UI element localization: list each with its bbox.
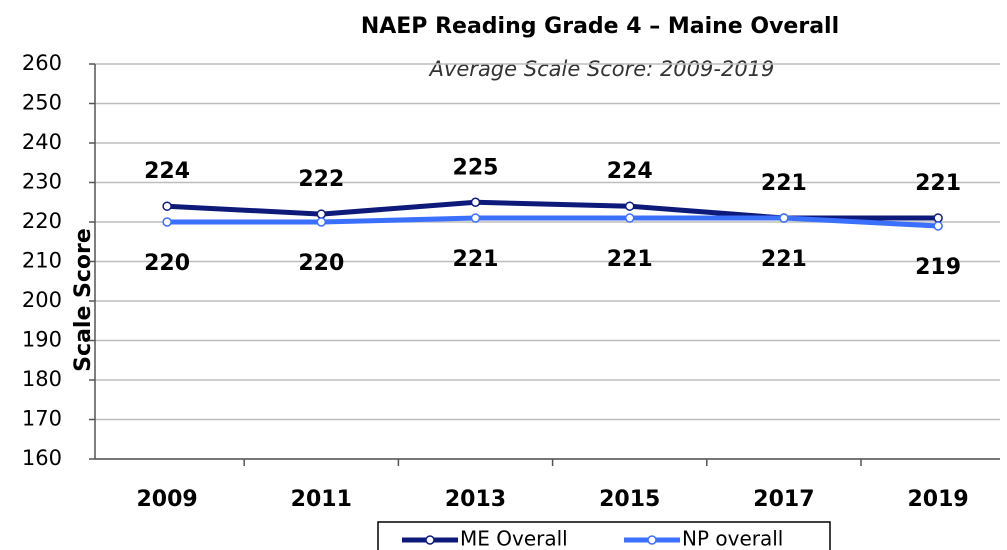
data-label: 221: [607, 247, 653, 272]
y-tick-label: 170: [22, 407, 62, 431]
x-tick-label: 2009: [136, 487, 197, 512]
chart-title: NAEP Reading Grade 4 – Maine Overall: [361, 14, 839, 39]
data-point: [933, 221, 943, 231]
data-label: 220: [298, 251, 344, 276]
y-tick-label: 240: [22, 130, 62, 154]
data-point: [162, 217, 172, 227]
legend-marker: [425, 535, 435, 545]
data-point: [624, 201, 635, 211]
data-point: [933, 213, 943, 223]
data-label: 219: [915, 255, 961, 280]
data-point: [779, 213, 789, 223]
y-axis-label: Scale Score: [71, 228, 96, 372]
data-point: [316, 209, 327, 219]
data-point: [470, 197, 481, 207]
y-tick-label: 190: [22, 328, 62, 352]
x-tick-label: 2015: [599, 487, 660, 512]
legend-marker: [647, 535, 657, 545]
series-line: [167, 215, 939, 229]
data-point: [470, 213, 481, 223]
data-label: 220: [144, 251, 190, 276]
x-tick-label: 2019: [907, 487, 968, 512]
x-tick-label: 2011: [291, 487, 352, 512]
data-point: [624, 213, 635, 223]
data-label: 224: [607, 159, 653, 184]
data-label: 222: [298, 167, 344, 192]
legend-box: [377, 521, 831, 550]
legend-label: ME Overall: [460, 527, 568, 550]
legend-label: NP overall: [682, 527, 783, 550]
y-tick-label: 250: [22, 91, 62, 115]
data-point: [316, 217, 327, 227]
data-label: 224: [144, 159, 190, 184]
chart-subtitle: Average Scale Score: 2009-2019: [428, 57, 775, 81]
data-label: 221: [761, 247, 807, 272]
x-tick-label: 2013: [445, 487, 506, 512]
y-tick-label: 220: [22, 209, 62, 233]
y-tick-label: 210: [22, 249, 62, 273]
y-tick-label: 260: [22, 51, 62, 75]
y-tick-label: 180: [22, 367, 62, 391]
x-tick-label: 2017: [753, 487, 814, 512]
data-point: [162, 201, 172, 211]
data-label: 221: [453, 247, 499, 272]
data-label: 221: [761, 171, 807, 196]
y-tick-label: 200: [22, 288, 62, 312]
y-tick-label: 160: [22, 446, 62, 470]
y-tick-label: 230: [22, 170, 62, 194]
data-label: 225: [453, 155, 499, 180]
data-label: 221: [915, 171, 961, 196]
